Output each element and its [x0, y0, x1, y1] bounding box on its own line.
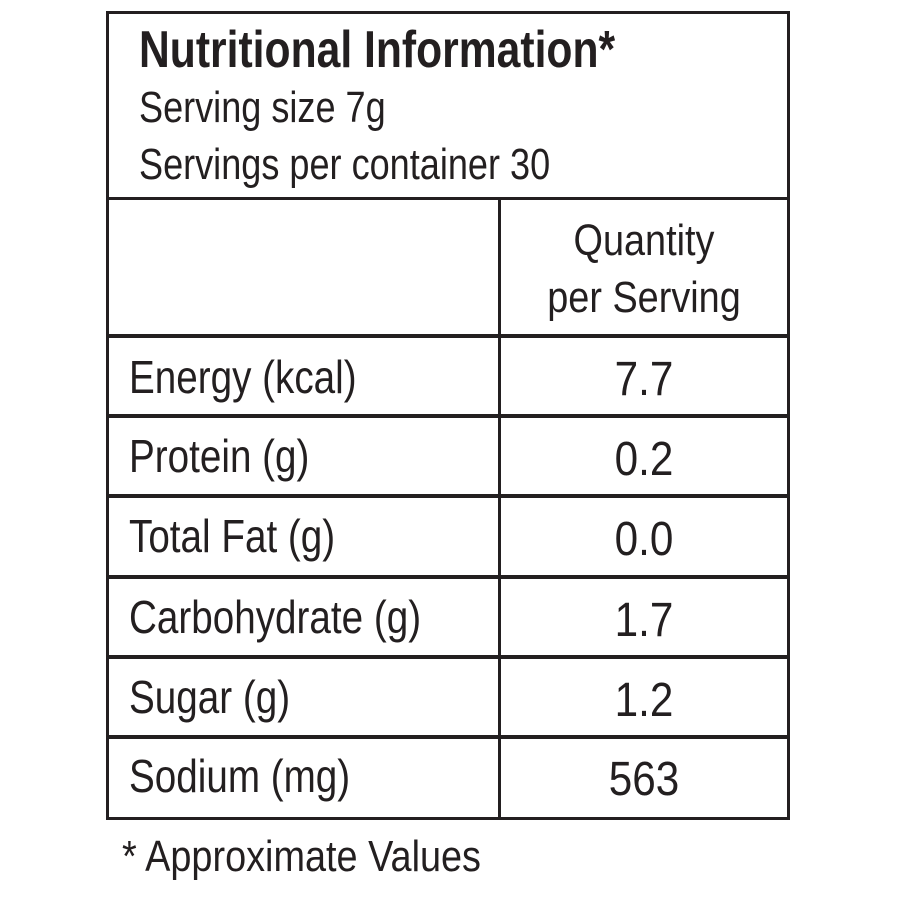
row-label-energy: Energy (kcal): [129, 351, 357, 403]
row-divider: [109, 494, 787, 498]
row-value-protein: 0.2: [614, 433, 674, 486]
row-label-sodium: Sodium (mg): [129, 750, 351, 802]
row-divider: [109, 575, 787, 579]
quantity-column-header: Quantity per Serving: [501, 200, 787, 338]
row-value-sodium: 563: [608, 753, 680, 806]
column-header-line-1: Quantity: [573, 216, 715, 265]
row-label-sugar: Sugar (g): [129, 671, 291, 723]
row-label-total-fat: Total Fat (g): [129, 510, 336, 562]
nutrition-header: Nutritional Information* Serving size 7g…: [109, 14, 787, 197]
row-divider: [109, 735, 787, 739]
nutrition-facts-panel: Nutritional Information* Serving size 7g…: [106, 11, 790, 820]
row-label-protein: Protein (g): [129, 430, 310, 482]
header-divider: [109, 197, 787, 200]
row-label-carbohydrate: Carbohydrate (g): [129, 591, 422, 643]
row-divider: [109, 334, 787, 338]
row-divider: [109, 414, 787, 418]
row-value-carbohydrate: 1.7: [614, 594, 674, 647]
approximate-values-footnote: * Approximate Values: [122, 832, 481, 881]
column-divider: [498, 200, 501, 820]
row-divider: [109, 655, 787, 659]
row-value-energy: 7.7: [614, 353, 674, 406]
panel-title: Nutritional Information*: [139, 21, 616, 79]
serving-size: Serving size 7g: [139, 83, 386, 132]
column-header-line-2: per Serving: [547, 273, 741, 322]
row-value-total-fat: 0.0: [614, 513, 674, 566]
servings-per-container: Servings per container 30: [139, 140, 551, 189]
row-value-sugar: 1.2: [614, 674, 674, 727]
